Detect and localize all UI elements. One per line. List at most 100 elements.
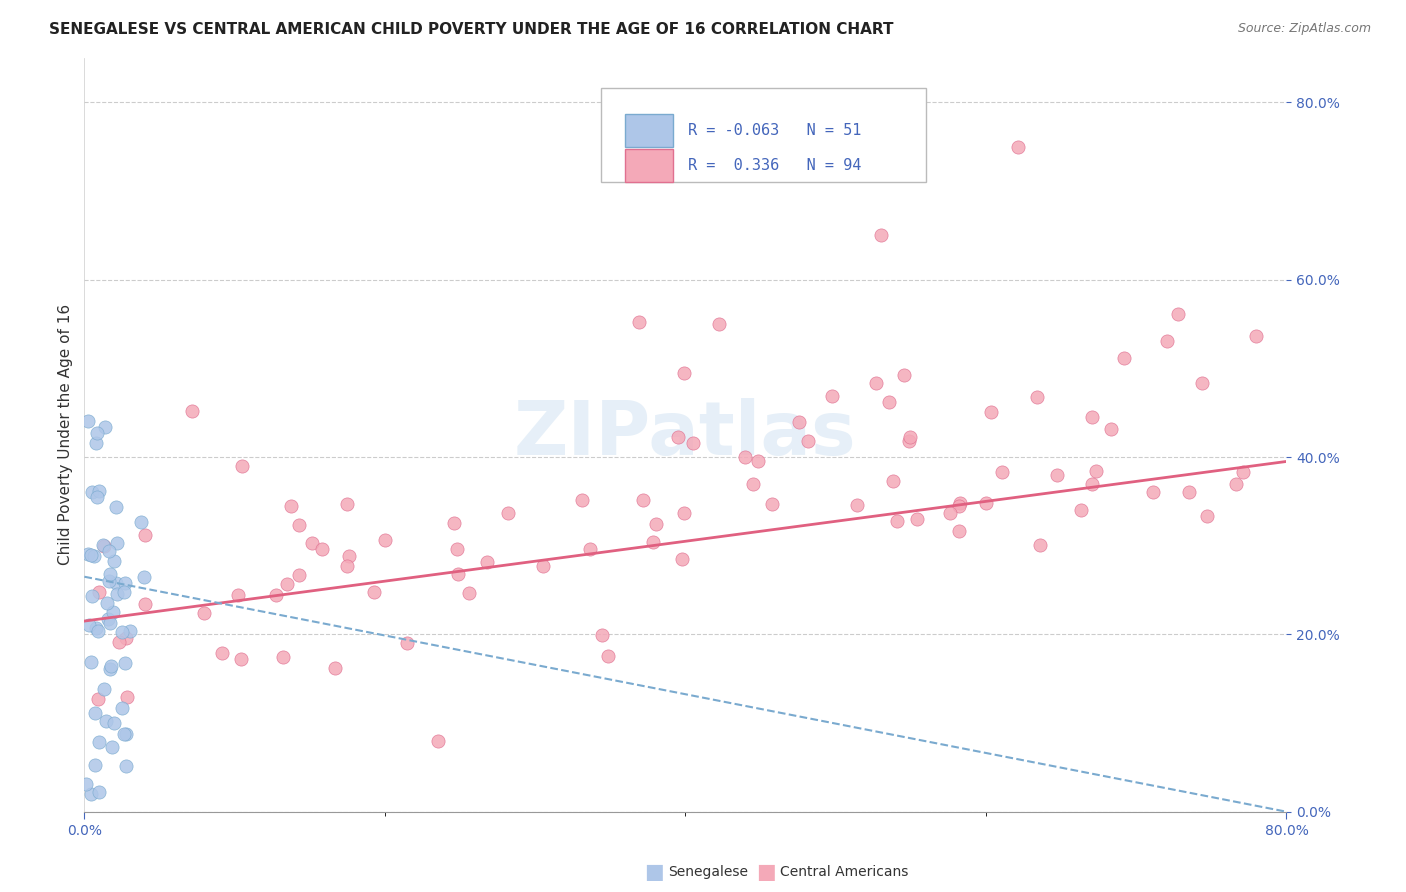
Point xyxy=(1114,351,1136,365)
Point xyxy=(337,549,360,563)
Point xyxy=(264,587,287,601)
Point xyxy=(94,714,117,728)
Point xyxy=(820,389,842,403)
Point xyxy=(112,584,135,599)
Point xyxy=(98,543,121,558)
Point xyxy=(114,631,136,645)
Point xyxy=(1007,139,1029,153)
Point xyxy=(475,555,498,569)
Point xyxy=(644,516,666,531)
Point xyxy=(80,655,103,669)
Text: ■: ■ xyxy=(756,863,776,882)
Point xyxy=(1156,334,1178,349)
Text: ZIPatlas: ZIPatlas xyxy=(515,399,856,471)
Point xyxy=(211,646,233,660)
Point xyxy=(672,507,695,521)
Point xyxy=(1046,468,1069,483)
Point xyxy=(893,368,915,383)
Point xyxy=(79,787,101,801)
Point xyxy=(742,477,765,491)
Point xyxy=(363,584,385,599)
Point xyxy=(98,662,121,676)
Point xyxy=(82,590,104,604)
Point xyxy=(82,485,104,500)
Point xyxy=(271,649,294,664)
Text: R = -0.063   N = 51: R = -0.063 N = 51 xyxy=(688,123,862,138)
Point xyxy=(427,733,450,747)
Point xyxy=(97,612,120,626)
Text: Senegalese: Senegalese xyxy=(668,865,748,880)
Text: SENEGALESE VS CENTRAL AMERICAN CHILD POVERTY UNDER THE AGE OF 16 CORRELATION CHA: SENEGALESE VS CENTRAL AMERICAN CHILD POV… xyxy=(49,22,894,37)
Point xyxy=(591,627,613,641)
Point xyxy=(787,415,810,429)
Point xyxy=(226,589,249,603)
Point xyxy=(671,552,693,566)
Point xyxy=(83,549,105,563)
Point xyxy=(77,618,100,632)
Point xyxy=(1099,422,1122,436)
Point xyxy=(761,497,783,511)
Point xyxy=(598,648,620,663)
Point xyxy=(886,514,908,528)
Point xyxy=(666,430,689,444)
Point xyxy=(87,691,110,706)
Point xyxy=(1026,390,1049,404)
Point xyxy=(120,624,142,638)
Point xyxy=(288,567,311,582)
Point xyxy=(100,659,122,673)
Point xyxy=(97,574,120,589)
Point xyxy=(846,498,869,512)
Point xyxy=(105,536,128,550)
Point xyxy=(734,450,756,465)
Point xyxy=(1177,485,1199,500)
Point xyxy=(76,414,98,428)
Point xyxy=(336,558,359,573)
Point xyxy=(898,434,921,449)
Text: R =  0.336   N = 94: R = 0.336 N = 94 xyxy=(688,158,862,173)
Point xyxy=(395,636,418,650)
Point xyxy=(93,539,115,553)
Point xyxy=(578,542,600,557)
Point xyxy=(1225,477,1247,491)
Point xyxy=(907,512,929,526)
Point xyxy=(1081,410,1104,425)
Point xyxy=(93,681,115,696)
Point xyxy=(231,458,253,473)
Point xyxy=(1084,464,1107,478)
Point xyxy=(84,706,107,720)
Point xyxy=(991,465,1014,479)
Point xyxy=(747,454,769,468)
Point xyxy=(879,395,901,409)
Point xyxy=(446,541,468,556)
Text: Source: ZipAtlas.com: Source: ZipAtlas.com xyxy=(1237,22,1371,36)
Point xyxy=(107,635,129,649)
Point xyxy=(1167,307,1189,321)
Point xyxy=(1142,485,1164,500)
Point xyxy=(498,507,520,521)
Point xyxy=(1197,509,1219,524)
Point xyxy=(117,690,139,704)
Point xyxy=(641,535,664,549)
Point xyxy=(129,515,152,529)
Y-axis label: Child Poverty Under the Age of 16: Child Poverty Under the Age of 16 xyxy=(58,304,73,566)
Point xyxy=(93,540,115,554)
Point xyxy=(287,518,309,533)
Point xyxy=(87,735,110,749)
Point xyxy=(103,554,125,568)
Point xyxy=(86,490,108,504)
Point xyxy=(869,228,891,243)
Point xyxy=(96,596,118,610)
Point xyxy=(115,758,138,772)
Point xyxy=(709,317,731,331)
Point xyxy=(101,605,124,619)
Point xyxy=(628,315,651,329)
FancyBboxPatch shape xyxy=(626,114,673,147)
Point xyxy=(111,700,134,714)
Point xyxy=(100,616,122,631)
Point xyxy=(980,405,1002,419)
Point xyxy=(134,570,156,584)
Point xyxy=(107,587,129,601)
Point xyxy=(682,436,704,450)
Point xyxy=(948,499,970,513)
Point xyxy=(87,785,110,799)
